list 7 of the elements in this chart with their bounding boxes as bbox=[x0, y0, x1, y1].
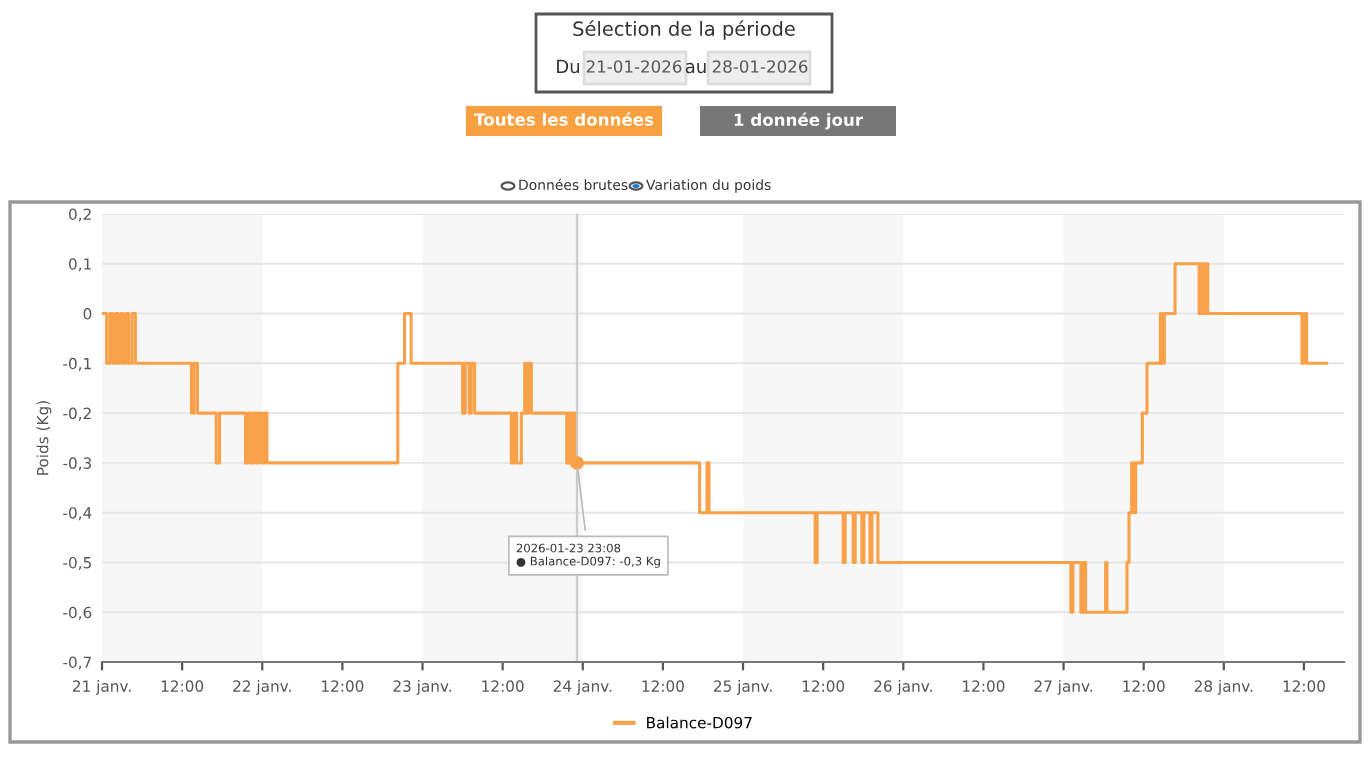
text: Du bbox=[557, 59, 580, 74]
text: 21-01-2026 bbox=[586, 60, 682, 73]
text: 28-01-2026 bbox=[712, 60, 808, 73]
text: 1 donnée jour bbox=[734, 112, 864, 130]
text: Sélection de la période bbox=[573, 20, 795, 40]
text: au bbox=[685, 62, 706, 74]
text: Toutes les données bbox=[474, 112, 654, 126]
